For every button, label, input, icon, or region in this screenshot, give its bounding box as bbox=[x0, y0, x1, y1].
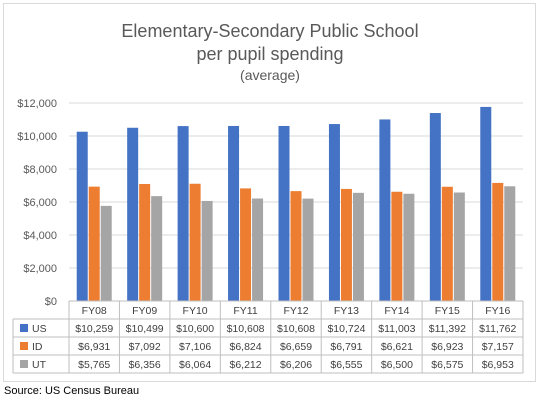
data-label: $6,791 bbox=[330, 341, 362, 353]
chart-title-line-2: per pupil spending bbox=[196, 44, 343, 64]
data-label: $11,003 bbox=[378, 323, 415, 335]
data-label: $7,092 bbox=[129, 341, 161, 353]
data-label: $7,157 bbox=[482, 341, 514, 353]
chart-title-line-1: Elementary-Secondary Public School bbox=[121, 21, 418, 41]
data-label: $11,392 bbox=[429, 323, 466, 335]
bar-id-fy14 bbox=[391, 191, 403, 301]
legend-label-us: US bbox=[32, 323, 47, 335]
data-label: $6,212 bbox=[229, 359, 261, 371]
x-tick-label: FY13 bbox=[334, 305, 359, 317]
bar-ut-fy14 bbox=[403, 193, 415, 301]
data-label: $6,923 bbox=[431, 341, 463, 353]
data-label: $11,762 bbox=[479, 323, 516, 335]
chart-title-line-3: (average) bbox=[240, 67, 300, 83]
data-label: $10,600 bbox=[176, 323, 214, 335]
data-label: $6,931 bbox=[78, 341, 110, 353]
bar-id-fy08 bbox=[88, 186, 100, 301]
x-tick-label: FY15 bbox=[435, 305, 460, 317]
bar-ut-fy12 bbox=[302, 198, 314, 301]
data-label: $7,106 bbox=[179, 341, 211, 353]
x-tick-label: FY14 bbox=[384, 305, 409, 317]
chart-frame: Elementary-Secondary Public School per pu… bbox=[3, 3, 536, 382]
bars bbox=[76, 106, 516, 301]
y-tick-label: $2,000 bbox=[23, 263, 57, 275]
data-label: $6,953 bbox=[482, 359, 514, 371]
y-tick-label: $12,000 bbox=[17, 98, 57, 110]
data-label: $10,608 bbox=[227, 323, 265, 335]
bar-us-fy15 bbox=[429, 113, 441, 301]
data-label: $10,608 bbox=[277, 323, 315, 335]
data-label: $10,724 bbox=[327, 323, 365, 335]
y-tick-label: $0 bbox=[45, 296, 57, 308]
data-label: $10,499 bbox=[126, 323, 164, 335]
x-tick-label: FY10 bbox=[183, 305, 208, 317]
y-axis: $0 $2,000 $4,000 $6,000 $8,000 $10,000 $12,000 bbox=[17, 98, 57, 308]
bar-ut-fy10 bbox=[201, 200, 213, 301]
x-tick-label: FY12 bbox=[283, 305, 308, 317]
chart-svg: Elementary-Secondary Public School per pu… bbox=[12, 21, 524, 374]
bar-us-fy12 bbox=[278, 125, 290, 301]
x-tick-label: FY11 bbox=[233, 305, 257, 317]
data-label: $6,621 bbox=[381, 341, 413, 353]
bar-id-fy11 bbox=[240, 188, 252, 301]
legend-swatch-us bbox=[20, 324, 28, 332]
x-tick-label: FY09 bbox=[132, 305, 157, 317]
data-label: $6,500 bbox=[381, 359, 413, 371]
data-label: $6,206 bbox=[280, 359, 312, 371]
legend-label-ut: UT bbox=[32, 359, 47, 371]
bar-us-fy09 bbox=[127, 127, 139, 301]
data-label: $6,555 bbox=[330, 359, 362, 371]
bar-id-fy09 bbox=[139, 183, 151, 301]
bar-ut-fy08 bbox=[100, 205, 112, 301]
x-tick-label: FY08 bbox=[82, 305, 107, 317]
data-label: $6,575 bbox=[431, 359, 463, 371]
bar-us-fy11 bbox=[228, 125, 240, 301]
y-tick-label: $4,000 bbox=[23, 230, 57, 242]
data-label: $10,259 bbox=[75, 323, 113, 335]
data-label: $6,064 bbox=[179, 359, 211, 371]
bar-ut-fy09 bbox=[151, 196, 163, 301]
data-label: $6,824 bbox=[229, 341, 261, 353]
bar-id-fy16 bbox=[492, 182, 504, 301]
bar-us-fy16 bbox=[480, 106, 492, 301]
bar-us-fy08 bbox=[76, 131, 88, 301]
bar-ut-fy16 bbox=[504, 186, 516, 301]
y-tick-label: $8,000 bbox=[23, 164, 57, 176]
data-label: $6,659 bbox=[280, 341, 312, 353]
data-label: $5,765 bbox=[78, 359, 110, 371]
bar-id-fy13 bbox=[340, 188, 352, 301]
source-note: Source: US Census Bureau bbox=[4, 385, 140, 397]
bar-ut-fy11 bbox=[252, 198, 264, 301]
y-tick-label: $10,000 bbox=[17, 131, 57, 143]
legend-label-id: ID bbox=[32, 341, 43, 353]
bar-id-fy10 bbox=[189, 183, 201, 301]
bar-us-fy13 bbox=[328, 124, 340, 301]
bar-us-fy10 bbox=[177, 126, 189, 301]
legend-swatch-id bbox=[20, 342, 28, 350]
bar-id-fy15 bbox=[441, 186, 453, 301]
data-table: FY08 FY09 FY10 FY11 FY12 FY13 FY14 FY15 FY16 US $1… bbox=[12, 300, 524, 374]
bar-us-fy14 bbox=[379, 119, 391, 301]
bar-ut-fy13 bbox=[352, 192, 364, 301]
legend-swatch-ut bbox=[20, 360, 28, 368]
bar-ut-fy15 bbox=[453, 192, 465, 301]
bar-id-fy12 bbox=[290, 191, 302, 301]
x-tick-label: FY16 bbox=[485, 305, 510, 317]
chart-title: Elementary-Secondary Public School per pu… bbox=[121, 21, 418, 83]
data-label: $6,356 bbox=[129, 359, 161, 371]
y-tick-label: $6,000 bbox=[23, 197, 57, 209]
